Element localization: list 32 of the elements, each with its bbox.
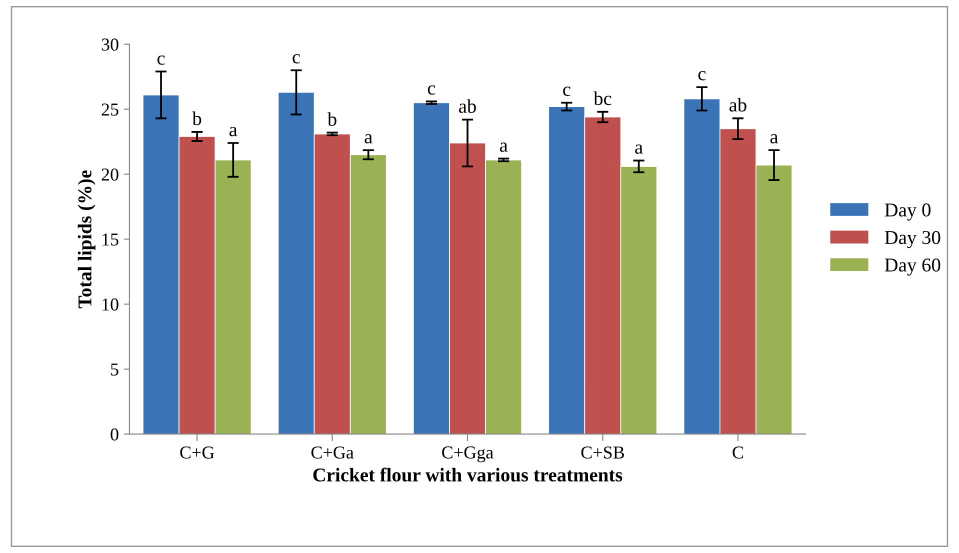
y-tick-label: 20 (102, 168, 118, 181)
x-tick-label: C+Ga (311, 446, 354, 459)
data-label: bc (594, 91, 612, 106)
data-label: c (157, 55, 165, 65)
x-tick-label: C+SB (581, 446, 624, 459)
x-tick-label: C+Gga (442, 446, 494, 462)
x-tick-label: C+G (180, 446, 214, 459)
data-label: c (428, 85, 436, 95)
legend-label: Day 60 (884, 258, 940, 276)
data-label: c (292, 54, 300, 64)
data-label: b (327, 112, 336, 126)
y-axis-title: Total lipids (%)e (78, 170, 96, 308)
data-label: ab (729, 98, 746, 112)
y-tick-label: 15 (102, 234, 118, 246)
data-label: a (770, 134, 778, 144)
y-tick-label: 30 (102, 38, 118, 51)
y-tick-label: 5 (111, 364, 118, 376)
data-label: b (192, 112, 202, 126)
data-label: a (635, 144, 643, 154)
y-tick-label: 10 (102, 298, 118, 311)
data-label: c (563, 86, 570, 96)
x-tick-label: C (732, 446, 743, 459)
x-axis-title: Cricket flour with various treatments (313, 468, 622, 482)
data-label: a (230, 126, 238, 136)
data-label: a (364, 134, 372, 144)
y-tick-label: 0 (110, 428, 118, 441)
data-label: a (500, 142, 508, 152)
legend-label: Day 0 (884, 203, 930, 221)
data-label: c (698, 71, 706, 80)
y-tick-label: 25 (102, 104, 118, 116)
data-label: ab (459, 99, 476, 113)
legend-label: Day 30 (884, 230, 940, 248)
